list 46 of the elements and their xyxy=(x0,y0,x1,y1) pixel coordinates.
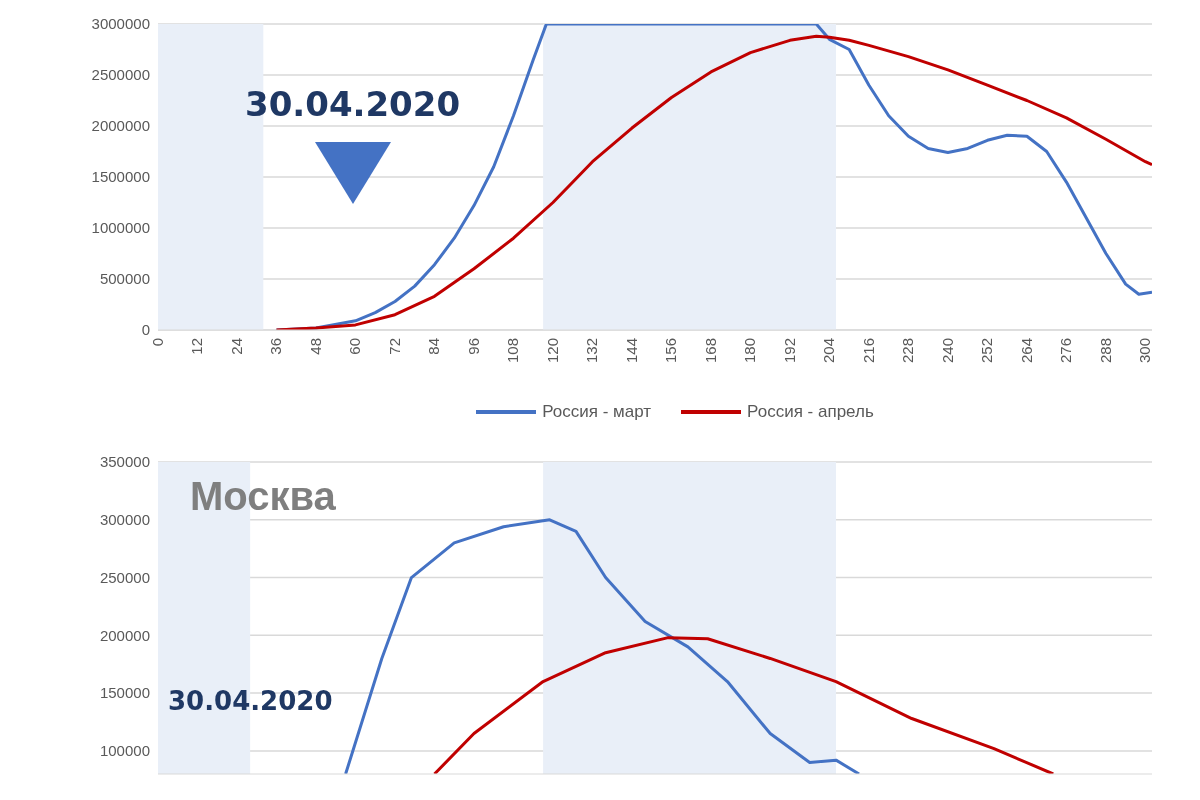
x-tick-label: 240 xyxy=(938,338,956,364)
x-tick-label: 228 xyxy=(899,338,917,364)
x-tick-label: 264 xyxy=(1017,338,1035,364)
annotation: 30.04.2020 xyxy=(168,686,333,716)
x-tick-label: 60 xyxy=(346,338,364,355)
x-tick-label: 132 xyxy=(583,338,601,364)
y-tick-label: 1500000 xyxy=(91,168,150,186)
x-tick-label: 96 xyxy=(464,338,482,355)
y-tick-label: 100000 xyxy=(99,742,150,760)
annotation: Москва xyxy=(190,474,336,519)
x-tick-label: 120 xyxy=(543,338,561,364)
y-tick-label: 250000 xyxy=(99,568,150,586)
x-tick-label: 24 xyxy=(227,338,245,355)
x-tick-label: 180 xyxy=(741,338,759,364)
x-tick-label: 288 xyxy=(1096,338,1114,364)
x-tick-label: 12 xyxy=(188,338,206,355)
y-tick-label: 3000000 xyxy=(91,15,150,33)
x-tick-label: 252 xyxy=(978,338,996,364)
legend-label: Россия - март xyxy=(542,402,652,422)
x-tick-label: 0 xyxy=(148,338,166,347)
x-tick-label: 204 xyxy=(820,338,838,364)
line-series xyxy=(344,518,861,774)
x-tick-label: 192 xyxy=(780,338,798,364)
y-tick-label: 2000000 xyxy=(91,117,150,135)
x-tick-label: 72 xyxy=(385,338,403,355)
x-tick-label: 300 xyxy=(1136,338,1154,364)
x-tick-label: 216 xyxy=(859,338,877,364)
x-tick-label: 144 xyxy=(622,338,640,364)
x-tick-label: 84 xyxy=(425,338,443,355)
legend-label: Россия - апрель xyxy=(747,402,874,422)
x-tick-label: 108 xyxy=(504,338,522,364)
y-tick-label: 300000 xyxy=(99,511,150,529)
y-tick-label: 1000000 xyxy=(91,219,150,237)
y-tick-label: 350000 xyxy=(99,453,150,471)
y-tick-label: 2500000 xyxy=(91,66,150,84)
x-tick-label: 36 xyxy=(267,338,285,355)
y-tick-label: 150000 xyxy=(99,684,150,702)
line-series xyxy=(432,636,1055,774)
y-tick-label: 0 xyxy=(141,321,150,339)
annotation: 30.04.2020 xyxy=(245,84,461,124)
x-tick-label: 48 xyxy=(306,338,324,355)
x-tick-label: 156 xyxy=(662,338,680,364)
y-tick-label: 500000 xyxy=(99,270,150,288)
x-tick-label: 276 xyxy=(1057,338,1075,364)
y-tick-label: 200000 xyxy=(99,626,150,644)
x-tick-label: 168 xyxy=(701,338,719,364)
